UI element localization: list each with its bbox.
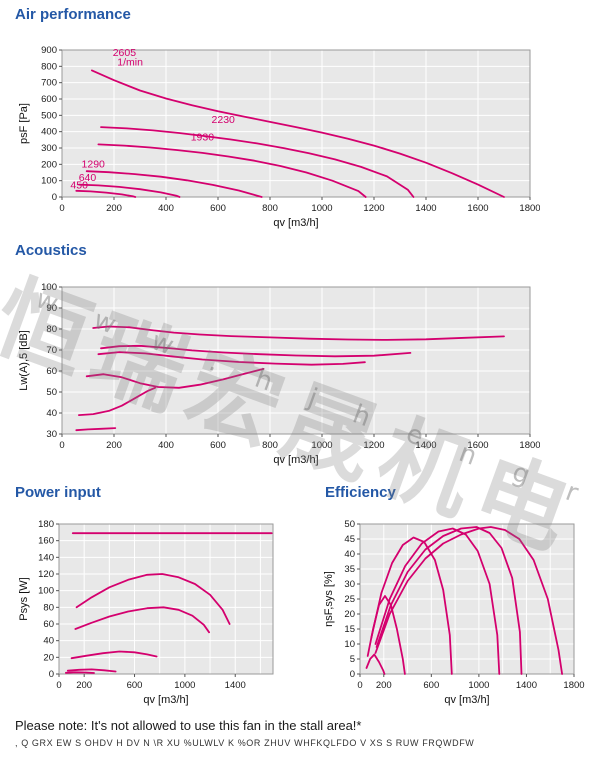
svg-text:800: 800: [262, 203, 278, 214]
svg-text:40: 40: [43, 636, 54, 647]
svg-text:60: 60: [43, 619, 54, 630]
svg-text:600: 600: [423, 680, 439, 691]
svg-text:90: 90: [46, 303, 57, 314]
svg-text:35: 35: [344, 564, 355, 575]
svg-text:1930: 1930: [191, 132, 215, 144]
svg-text:1000: 1000: [311, 440, 332, 451]
section-title-power-input: Power input: [15, 484, 101, 501]
svg-text:2605: 2605: [113, 47, 137, 59]
svg-text:qv [m3/h]: qv [m3/h]: [273, 217, 318, 229]
svg-text:400: 400: [158, 440, 174, 451]
svg-text:1200: 1200: [363, 440, 384, 451]
svg-text:10: 10: [344, 639, 355, 650]
svg-text:160: 160: [38, 536, 54, 547]
svg-text:0: 0: [59, 203, 64, 214]
svg-text:1290: 1290: [82, 158, 106, 170]
fine-print-text: , Q GRX EW S OHDV H DV N \R XU %ULWLV K …: [15, 738, 475, 748]
svg-text:1600: 1600: [467, 440, 488, 451]
svg-text:1400: 1400: [516, 680, 537, 691]
stall-area-warning-note: Please note: It's not allowed to use thi…: [15, 718, 362, 733]
section-title-acoustics: Acoustics: [15, 242, 87, 259]
svg-text:400: 400: [158, 203, 174, 214]
section-title-efficiency: Efficiency: [325, 484, 396, 501]
acoustics-chart: 0 200 400 600 800 1000 1200 1400 1600 1800 30 40 50 6…: [18, 282, 540, 466]
svg-text:1600: 1600: [467, 203, 488, 214]
svg-text:1400: 1400: [415, 203, 436, 214]
svg-text:80: 80: [46, 324, 57, 335]
svg-text:450: 450: [70, 180, 88, 192]
efficiency-chart: 0 200 600 1000 1400 1800 0 5 10 15 20 25 30 35 40 45 50 q…: [323, 519, 585, 706]
svg-text:70: 70: [46, 345, 57, 356]
svg-text:qv [m3/h]: qv [m3/h]: [444, 694, 489, 706]
svg-text:140: 140: [38, 552, 54, 563]
svg-text:1000: 1000: [311, 203, 332, 214]
svg-text:20: 20: [344, 609, 355, 620]
svg-text:50: 50: [46, 387, 57, 398]
svg-text:0: 0: [56, 680, 61, 691]
svg-text:180: 180: [38, 519, 54, 530]
power-input-chart: 0 200 600 1000 1400 0 20 40 60 80 100 120 140 160 180 q…: [18, 519, 274, 706]
svg-text:1000: 1000: [174, 680, 195, 691]
svg-text:200: 200: [376, 680, 392, 691]
svg-text:800: 800: [262, 440, 278, 451]
svg-text:640: 640: [79, 172, 97, 184]
svg-text:Lw(A),5 [dB]: Lw(A),5 [dB]: [18, 330, 30, 391]
svg-text:2230: 2230: [212, 114, 236, 126]
svg-text:1000: 1000: [468, 680, 489, 691]
svg-text:0: 0: [350, 669, 355, 680]
svg-text:qv [m3/h]: qv [m3/h]: [143, 694, 188, 706]
svg-text:0: 0: [59, 440, 64, 451]
svg-text:30: 30: [344, 579, 355, 590]
svg-text:60: 60: [46, 366, 57, 377]
svg-text:100: 100: [38, 586, 54, 597]
svg-text:0: 0: [357, 680, 362, 691]
svg-text:600: 600: [41, 94, 57, 105]
svg-text:80: 80: [43, 602, 54, 613]
svg-text:500: 500: [41, 110, 57, 121]
svg-text:25: 25: [344, 594, 355, 605]
svg-text:30: 30: [46, 429, 57, 440]
svg-text:40: 40: [344, 549, 355, 560]
svg-text:40: 40: [46, 408, 57, 419]
svg-text:1800: 1800: [519, 440, 540, 451]
svg-text:1400: 1400: [225, 680, 246, 691]
svg-text:0: 0: [49, 669, 54, 680]
svg-text:600: 600: [127, 680, 143, 691]
section-title-air-performance: Air performance: [15, 6, 131, 23]
svg-text:200: 200: [41, 159, 57, 170]
svg-text:600: 600: [210, 203, 226, 214]
svg-text:200: 200: [106, 440, 122, 451]
svg-text:200: 200: [76, 680, 92, 691]
svg-text:700: 700: [41, 78, 57, 89]
svg-text:900: 900: [41, 45, 57, 56]
svg-text:1/min: 1/min: [117, 57, 143, 69]
svg-text:300: 300: [41, 143, 57, 154]
svg-text:1800: 1800: [563, 680, 584, 691]
svg-text:200: 200: [106, 203, 122, 214]
svg-text:45: 45: [344, 534, 355, 545]
svg-text:ηsF,sys [%]: ηsF,sys [%]: [323, 571, 335, 627]
svg-text:1400: 1400: [415, 440, 436, 451]
svg-text:50: 50: [344, 519, 355, 530]
svg-text:100: 100: [41, 176, 57, 187]
svg-text:qv [m3/h]: qv [m3/h]: [273, 454, 318, 466]
svg-text:15: 15: [344, 624, 355, 635]
svg-text:5: 5: [350, 654, 355, 665]
svg-text:120: 120: [38, 569, 54, 580]
svg-text:psF [Pa]: psF [Pa]: [18, 103, 30, 144]
svg-text:800: 800: [41, 61, 57, 72]
svg-text:Psys [W]: Psys [W]: [18, 577, 30, 620]
svg-text:1800: 1800: [519, 203, 540, 214]
svg-text:0: 0: [52, 192, 57, 203]
svg-text:1200: 1200: [363, 203, 384, 214]
svg-text:400: 400: [41, 127, 57, 138]
svg-text:20: 20: [43, 652, 54, 663]
svg-text:100: 100: [41, 282, 57, 293]
svg-text:600: 600: [210, 440, 226, 451]
